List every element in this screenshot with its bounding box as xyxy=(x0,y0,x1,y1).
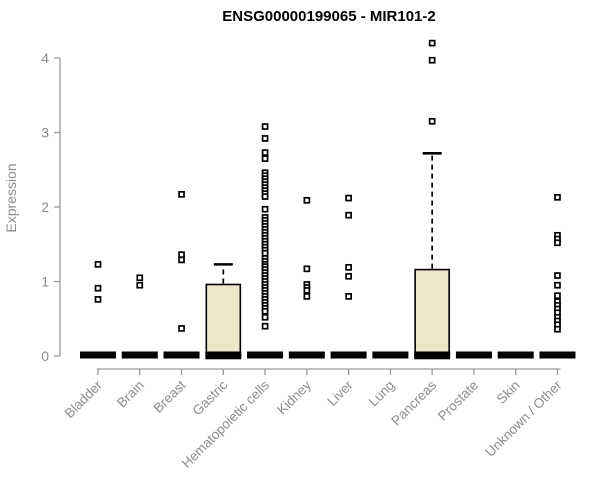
zero-median-bar xyxy=(205,351,242,359)
y-tick-label: 0 xyxy=(41,348,49,364)
zero-median-bar xyxy=(121,351,158,359)
outlier-point xyxy=(303,287,311,294)
outlier-point xyxy=(554,193,561,201)
x-axis-category-label: Brain xyxy=(114,378,147,411)
outlier-point xyxy=(554,281,561,289)
outlier-point xyxy=(261,149,269,156)
y-tick-label: 3 xyxy=(41,125,49,141)
outlier-point xyxy=(554,272,561,279)
zero-median-bar xyxy=(372,351,409,359)
box xyxy=(205,283,242,360)
outlier-point xyxy=(261,313,269,321)
outlier-point xyxy=(94,296,102,303)
outlier-point xyxy=(94,261,102,268)
outlier-point xyxy=(345,293,352,300)
zero-median-bar xyxy=(414,351,451,359)
outlier-point xyxy=(261,135,269,142)
box xyxy=(414,268,450,360)
x-axis-category-label: Pancreas xyxy=(388,377,439,428)
outlier-point xyxy=(303,196,311,204)
x-axis-category-label: Liver xyxy=(324,377,356,409)
outlier-point xyxy=(428,117,436,125)
y-tick-label: 1 xyxy=(41,274,49,290)
outlier-point xyxy=(136,281,144,289)
outlier-point xyxy=(261,322,269,330)
outlier-point xyxy=(261,193,269,200)
outlier-point xyxy=(345,194,352,202)
zero-median-bar xyxy=(330,351,367,359)
outlier-point xyxy=(178,251,185,259)
outlier-point xyxy=(178,256,185,264)
outlier-point xyxy=(94,284,102,292)
outlier-point xyxy=(345,263,352,271)
x-axis-category-label: Prostate xyxy=(435,378,481,424)
outlier-point xyxy=(554,292,561,300)
outlier-point xyxy=(303,265,311,273)
zero-median-bar xyxy=(539,351,576,359)
y-tick-label: 2 xyxy=(41,199,49,215)
outlier-point xyxy=(178,325,185,332)
x-axis-category-label: Gastric xyxy=(190,377,231,418)
outlier-point xyxy=(345,211,352,219)
zero-median-bar xyxy=(163,351,200,359)
outlier-point xyxy=(428,56,436,64)
x-axis-category-label: Skin xyxy=(494,378,523,407)
zero-median-bar xyxy=(247,351,284,359)
outlier-point xyxy=(428,39,436,47)
x-axis-category-label: Bladder xyxy=(62,377,106,421)
chart-title: ENSG00000199065 - MIR101-2 xyxy=(222,8,436,25)
outlier-point xyxy=(178,190,185,198)
zero-median-bar xyxy=(497,351,534,359)
zero-median-bar xyxy=(288,351,325,359)
x-axis-category-label: Kidney xyxy=(274,377,314,417)
x-axis-category-label: Breast xyxy=(150,377,188,415)
outlier-point xyxy=(261,307,269,315)
outlier-point xyxy=(345,272,352,280)
y-tick-label: 4 xyxy=(41,50,49,66)
outlier-point xyxy=(261,155,269,162)
outlier-point xyxy=(261,123,269,130)
outlier-point xyxy=(261,249,269,257)
outlier-point xyxy=(554,239,561,247)
outlier-point xyxy=(303,293,311,300)
outlier-point xyxy=(554,325,561,333)
x-axis-category-label: Unknown / Other xyxy=(482,377,565,460)
x-axis-category-label: Lung xyxy=(366,378,398,410)
zero-median-bar xyxy=(455,351,492,359)
outlier-point xyxy=(261,205,269,213)
outlier-point xyxy=(136,274,144,282)
zero-median-bar xyxy=(80,351,116,359)
